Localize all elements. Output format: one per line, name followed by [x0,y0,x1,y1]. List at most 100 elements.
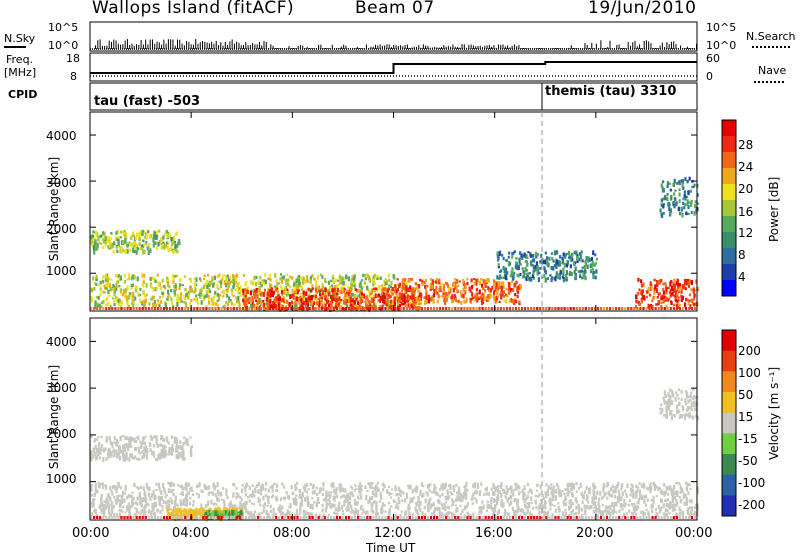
heatmap-cell [203,278,205,280]
heatmap-cell [555,489,557,493]
heatmap-cell [687,199,689,204]
heatmap-cell [162,440,164,442]
heatmap-cell [150,277,152,281]
heatmap-cell [91,453,93,457]
heatmap-cell [135,440,137,443]
heatmap-cell [587,501,589,504]
heatmap-cell [523,485,525,487]
heatmap-cell [93,440,95,442]
heatmap-cell [158,488,160,491]
heatmap-cell [96,438,98,440]
heatmap-cell [527,491,529,493]
nsky-bar [157,42,158,49]
nsky-bar [197,44,198,49]
heatmap-cell [190,453,192,457]
heatmap-cell [589,487,591,490]
heatmap-cell [299,307,301,310]
heatmap-cell [629,499,631,502]
heatmap-cell [651,509,653,513]
heatmap-cell [372,283,374,287]
heatmap-cell [162,235,164,239]
heatmap-cell [92,238,94,241]
heatmap-cell [127,241,129,243]
heatmap-cell [262,505,264,507]
heatmap-cell [154,512,156,517]
heatmap-cell [272,494,274,497]
heatmap-cell [312,507,314,509]
heatmap-cell [569,255,571,259]
heatmap-cell [250,291,252,296]
heatmap-cell [412,288,414,292]
heatmap-cell [455,504,457,506]
heatmap-cell [99,307,101,310]
heatmap-cell [518,301,520,304]
heatmap-cell [608,491,610,493]
heatmap-cell [459,505,461,507]
heatmap-cell [291,295,293,298]
heatmap-cell [491,497,493,500]
heatmap-cell [666,487,668,491]
heatmap-cell [307,288,309,291]
heatmap-cell [344,293,346,298]
heatmap-cell [181,301,183,303]
heatmap-cell [486,487,488,491]
heatmap-cell [507,488,509,493]
heatmap-cell [184,288,186,291]
heatmap-cell [190,278,192,283]
heatmap-cell [336,512,338,516]
heatmap-cell [363,307,365,310]
heatmap-cell [305,289,307,292]
heatmap-cell [599,491,601,496]
nsky-bar [523,48,524,49]
nsky-bar [621,48,622,49]
heatmap-cell [406,493,408,497]
heatmap-cell [222,290,224,295]
heatmap-cell [554,276,556,281]
heatmap-cell [476,490,478,494]
heatmap-cell [419,279,421,282]
heatmap-cell [237,296,239,301]
heatmap-cell [467,502,469,506]
heatmap-cell [131,500,133,504]
heatmap-cell [218,275,220,278]
heatmap-cell [160,238,162,241]
heatmap-cell [269,299,271,304]
heatmap-cell [621,307,623,310]
nsky-bar [225,42,226,49]
heatmap-cell [684,302,686,307]
heatmap-cell [310,290,312,293]
heatmap-cell [299,506,301,510]
heatmap-cell [545,307,547,310]
heatmap-cell [394,289,396,293]
heatmap-cell [384,510,386,513]
heatmap-cell [524,307,526,310]
heatmap-cell [102,457,104,462]
heatmap-cell [672,183,674,187]
nsky-bar [227,45,228,49]
heatmap-cell [543,497,545,500]
heatmap-cell [547,489,549,493]
heatmap-cell [412,294,414,297]
nsky-bar [113,40,114,49]
heatmap-cell [223,274,225,276]
heatmap-cell [579,307,581,310]
heatmap-cell [582,272,584,276]
heatmap-cell [562,268,564,273]
heatmap-cell [315,504,317,507]
heatmap-cell [269,307,271,310]
heatmap-cell [417,496,419,499]
heatmap-cell [316,493,318,496]
heatmap-cell [307,500,309,504]
heatmap-cell [411,278,413,281]
heatmap-cell [324,307,326,310]
heatmap-cell [327,297,329,299]
heatmap-cell [439,488,441,490]
heatmap-cell [679,286,681,290]
heatmap-cell [418,284,420,287]
heatmap-cell [404,278,406,282]
heatmap-cell [195,298,197,302]
heatmap-cell [276,484,278,488]
heatmap-cell [180,485,182,488]
heatmap-cell [679,212,681,215]
heatmap-cell [397,278,399,280]
